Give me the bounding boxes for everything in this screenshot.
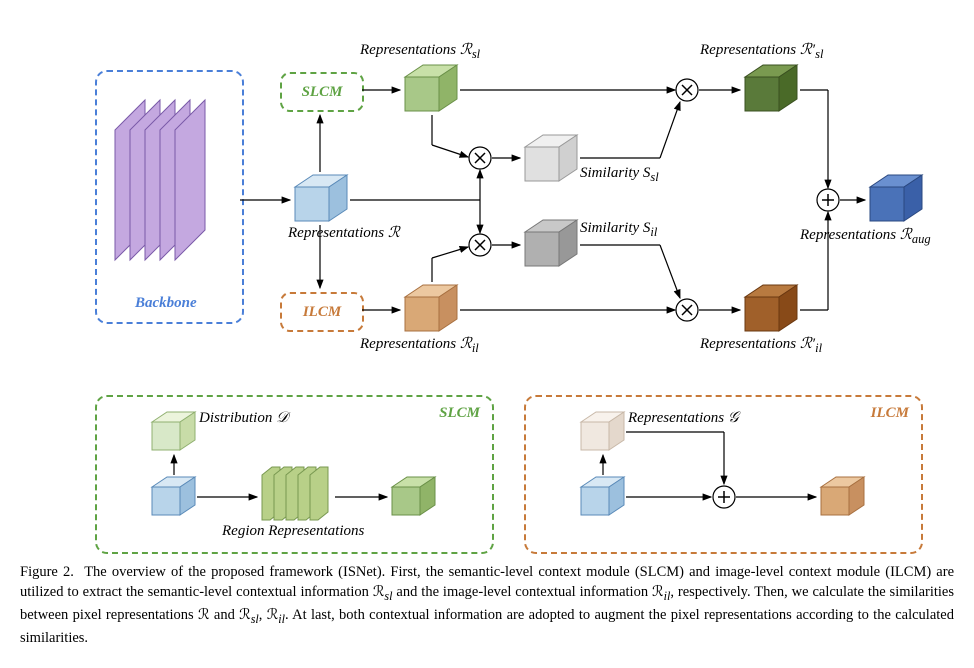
ilcm-panel-label: ILCM: [871, 405, 909, 422]
mult-op-sl: [469, 147, 491, 169]
cube-Raug: [870, 175, 922, 221]
cube-Ril: [405, 285, 457, 331]
cube-Rsl: [405, 65, 457, 111]
slcm-panel: SLCM: [95, 395, 494, 554]
label-Ril-prime: Representations ℛ′il: [700, 334, 822, 356]
figure-caption: Figure 2. The overview of the proposed f…: [20, 562, 954, 648]
label-G: Representations 𝒢: [628, 409, 739, 427]
slcm-panel-label: SLCM: [439, 405, 480, 422]
main-architecture: Backbone SLCM ILCM: [20, 20, 954, 390]
label-Ril: Representations ℛil: [360, 334, 479, 356]
cube-Sil: [525, 220, 577, 266]
cube-Ssl: [525, 135, 577, 181]
mult-op-il2: [676, 299, 698, 321]
cube-Ril-prime: [745, 285, 797, 331]
ilcm-panel: ILCM: [524, 395, 923, 554]
label-region-rep: Region Representations: [222, 523, 364, 540]
label-Rsl-prime: Representations ℛ′sl: [700, 40, 823, 62]
label-D: Distribution 𝒟: [199, 409, 288, 427]
mult-op-il: [469, 234, 491, 256]
mult-op-sl2: [676, 79, 698, 101]
sub-modules: SLCM: [20, 395, 974, 550]
label-Raug: Representations ℛaug: [800, 225, 931, 247]
label-Rsl: Representations ℛsl: [360, 40, 480, 62]
figure-container: Backbone SLCM ILCM: [20, 20, 954, 648]
add-op: [817, 189, 839, 211]
label-R: Representations ℛ: [288, 223, 400, 242]
cube-R: [295, 175, 347, 221]
label-Sil: Similarity Sil: [580, 220, 657, 240]
cube-Rsl-prime: [745, 65, 797, 111]
label-Ssl: Similarity Ssl: [580, 165, 659, 185]
